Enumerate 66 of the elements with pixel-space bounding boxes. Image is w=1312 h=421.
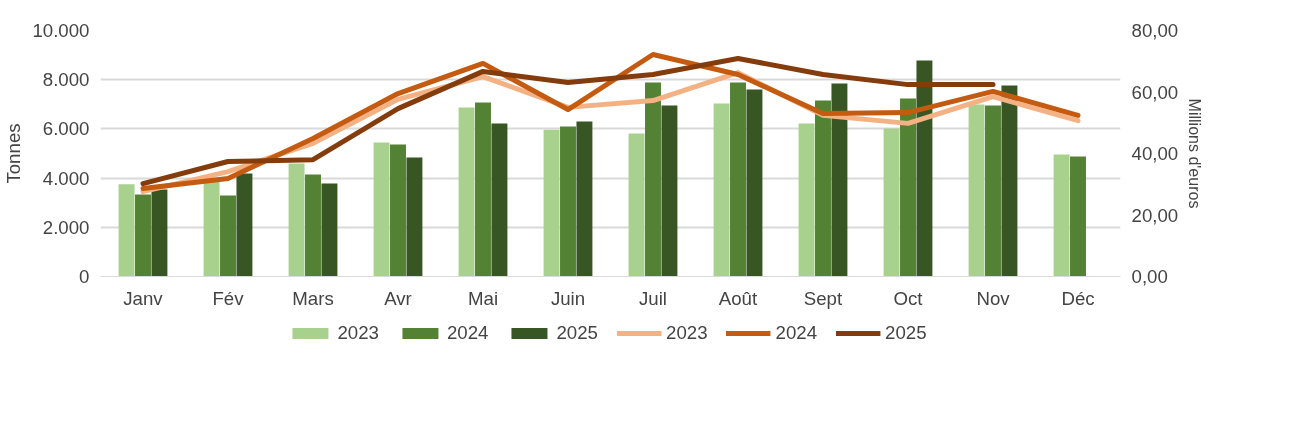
bar [560, 126, 576, 277]
x-tick-label: Déc [1061, 287, 1095, 309]
bar [406, 157, 423, 277]
legend-label: 2023 [337, 322, 379, 344]
bar [390, 144, 406, 277]
bar [985, 105, 1001, 277]
bar [373, 142, 390, 277]
y-tick-label: 8.000 [42, 69, 90, 91]
y2-tick-label: 80,00 [1131, 20, 1179, 41]
y-tick-label: 6.000 [42, 118, 90, 140]
x-tick-label: Avr [384, 287, 412, 309]
bar [900, 98, 916, 277]
y-axis-title: Tonnes [3, 123, 25, 184]
bar [458, 107, 475, 277]
bar [491, 123, 508, 277]
bar [576, 121, 593, 277]
legend-label: 2025 [556, 322, 598, 344]
bar [151, 189, 168, 277]
bar [1001, 85, 1018, 277]
y2-tick-label: 20,00 [1131, 204, 1179, 226]
x-tick-label: Nov [976, 287, 1011, 309]
y2-tick-label: 0,00 [1131, 266, 1168, 287]
legend-label: 2023 [666, 322, 708, 344]
bar [645, 82, 661, 277]
x-tick-label: Janv [123, 287, 164, 309]
x-tick-label: Oct [893, 287, 924, 309]
y-tick-label: 4.000 [42, 167, 90, 189]
x-tick-label: Juin [550, 287, 586, 309]
legend-label: 2024 [775, 322, 818, 344]
y2-tick-label: 60,00 [1131, 81, 1179, 103]
bar [916, 60, 933, 277]
y2-axis-title: Millions d'euros [1186, 98, 1204, 209]
bar [321, 183, 338, 277]
bar [236, 173, 253, 277]
bar [1053, 154, 1070, 277]
x-tick-label: Fév [212, 287, 245, 309]
x-tick-label: Sept [803, 287, 844, 309]
y-tick-label: 0 [79, 266, 90, 287]
x-tick-label: Août [718, 287, 759, 309]
bar [815, 100, 831, 277]
y2-tick-label: 40,00 [1131, 143, 1179, 164]
bar [135, 194, 151, 277]
bar [746, 89, 763, 277]
bar [543, 129, 560, 277]
bar [628, 133, 645, 277]
y-tick-label: 2.000 [42, 216, 90, 238]
legend-label: 2024 [446, 322, 489, 344]
bar [475, 102, 491, 277]
x-tick-label: Mai [467, 287, 499, 309]
bar [288, 163, 305, 277]
bar [1070, 156, 1086, 277]
bar [220, 195, 236, 277]
bar [883, 128, 900, 277]
bar [203, 179, 220, 277]
bar [118, 184, 135, 277]
x-tick-label: Juil [639, 287, 667, 309]
bar [968, 104, 985, 277]
legend-label: 2025 [885, 322, 927, 344]
bar [661, 105, 678, 277]
bar [831, 83, 848, 277]
bar [713, 103, 730, 277]
y-tick-label: 10.000 [32, 20, 90, 41]
bar [730, 82, 746, 277]
x-tick-label: Mars [292, 287, 334, 309]
bar [798, 123, 815, 277]
bar [305, 174, 321, 277]
